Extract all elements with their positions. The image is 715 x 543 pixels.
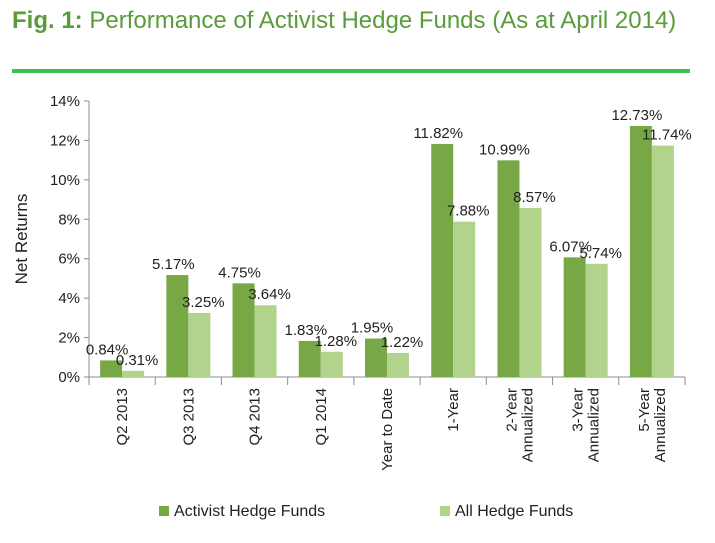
data-label-all-hedge-funds: 8.57%	[513, 189, 556, 206]
figure-title-text: Performance of Activist Hedge Funds (As …	[89, 7, 677, 34]
data-label-all-hedge-funds: 7.88%	[447, 203, 490, 220]
data-label-all-hedge-funds: 1.28%	[315, 333, 358, 350]
y-tick-label: 6%	[58, 251, 80, 268]
x-category-label: Annualized	[586, 388, 603, 462]
y-tick-label: 10%	[50, 172, 80, 189]
y-tick-label: 0%	[58, 369, 80, 386]
x-category-label: Q1 2014	[313, 388, 330, 446]
x-category-label: Q2 2013	[114, 388, 131, 446]
bar-all-hedge-funds	[320, 351, 343, 377]
legend-label-all-hedge-funds: All Hedge Funds	[455, 503, 573, 520]
legend-label-activist-hedge-funds: Activist Hedge Funds	[174, 503, 325, 520]
figure-title: Fig. 1: Performance of Activist Hedge Fu…	[12, 6, 702, 36]
data-label-all-hedge-funds: 11.74%	[642, 127, 692, 144]
bar-activist-hedge-funds	[100, 360, 123, 377]
x-category-label: 2-Year	[503, 388, 520, 432]
bar-all-hedge-funds	[122, 370, 145, 377]
bar-activist-hedge-funds	[166, 275, 189, 377]
data-label-activist-hedge-funds: 12.73%	[611, 107, 662, 124]
data-label-activist-hedge-funds: 10.99%	[479, 141, 530, 158]
legend-swatch-activist-hedge-funds	[159, 506, 169, 516]
bar-all-hedge-funds	[453, 221, 476, 377]
x-category-label: Annualized	[652, 388, 669, 462]
bar-activist-hedge-funds	[365, 338, 387, 377]
x-category-label: 5-Year	[636, 388, 653, 432]
bar-activist-hedge-funds	[298, 340, 321, 377]
data-label-all-hedge-funds: 3.64%	[248, 286, 291, 303]
bar-all-hedge-funds	[387, 352, 409, 377]
data-label-activist-hedge-funds: 11.82%	[413, 125, 463, 142]
y-tick-label: 14%	[50, 93, 80, 110]
data-label-all-hedge-funds: 1.22%	[381, 334, 424, 351]
x-category-label: 3-Year	[570, 388, 587, 432]
bar-all-hedge-funds	[651, 145, 674, 377]
x-category-label: Q3 2013	[180, 388, 197, 446]
bar-activist-hedge-funds	[629, 126, 652, 377]
legend-swatch-all-hedge-funds	[440, 506, 450, 516]
x-category-label: Annualized	[519, 388, 536, 462]
data-label-activist-hedge-funds: 0.84%	[86, 341, 129, 358]
bar-activist-hedge-funds	[497, 160, 520, 377]
x-category-label: 1-Year	[445, 388, 462, 432]
x-category-label: Year to Date	[379, 388, 396, 471]
bar-all-hedge-funds	[188, 312, 211, 377]
bar-all-hedge-funds	[519, 208, 542, 377]
y-axis-title: Net Returns	[12, 194, 31, 285]
data-label-all-hedge-funds: 0.31%	[116, 352, 159, 369]
bar-activist-hedge-funds	[431, 143, 454, 377]
data-label-activist-hedge-funds: 1.95%	[351, 320, 394, 337]
figure-label: Fig. 1:	[12, 7, 83, 34]
y-tick-label: 2%	[58, 330, 80, 347]
title-divider	[12, 69, 690, 73]
bar-activist-hedge-funds	[563, 257, 586, 377]
x-category-label: Q4 2013	[247, 388, 264, 446]
data-label-all-hedge-funds: 3.25%	[182, 294, 225, 311]
y-tick-label: 4%	[58, 290, 80, 307]
y-tick-label: 12%	[50, 132, 80, 149]
bar-all-hedge-funds	[585, 263, 608, 377]
y-tick-label: 8%	[58, 211, 80, 228]
bar-all-hedge-funds	[254, 305, 277, 377]
data-label-activist-hedge-funds: 6.07%	[549, 238, 592, 255]
data-label-activist-hedge-funds: 4.75%	[218, 264, 261, 281]
bar-activist-hedge-funds	[232, 283, 255, 377]
data-label-all-hedge-funds: 5.74%	[579, 245, 622, 262]
data-label-activist-hedge-funds: 5.17%	[152, 256, 195, 273]
data-label-activist-hedge-funds: 1.83%	[285, 322, 328, 339]
